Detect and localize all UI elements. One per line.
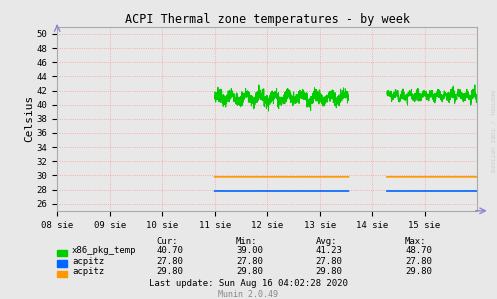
Text: 39.00: 39.00 (236, 246, 263, 255)
Text: 40.70: 40.70 (157, 246, 183, 255)
Text: 29.80: 29.80 (236, 267, 263, 276)
Text: Min:: Min: (236, 237, 257, 246)
Title: ACPI Thermal zone temperatures - by week: ACPI Thermal zone temperatures - by week (125, 13, 410, 26)
Y-axis label: Celsius: Celsius (24, 95, 34, 143)
Text: acpitz: acpitz (72, 257, 104, 266)
Text: Avg:: Avg: (316, 237, 337, 246)
Text: Max:: Max: (405, 237, 426, 246)
Text: 27.80: 27.80 (316, 257, 342, 266)
Text: 48.70: 48.70 (405, 246, 432, 255)
Text: 27.80: 27.80 (236, 257, 263, 266)
Text: RRDTOOL / TOBI OETIKER: RRDTOOL / TOBI OETIKER (490, 90, 495, 173)
Text: 29.80: 29.80 (405, 267, 432, 276)
Text: 29.80: 29.80 (157, 267, 183, 276)
Text: 41.23: 41.23 (316, 246, 342, 255)
Text: x86_pkg_temp: x86_pkg_temp (72, 246, 137, 255)
Text: acpitz: acpitz (72, 267, 104, 276)
Text: Munin 2.0.49: Munin 2.0.49 (219, 290, 278, 299)
Text: 27.80: 27.80 (405, 257, 432, 266)
Text: 29.80: 29.80 (316, 267, 342, 276)
Text: Cur:: Cur: (157, 237, 178, 246)
Text: Last update: Sun Aug 16 04:02:28 2020: Last update: Sun Aug 16 04:02:28 2020 (149, 280, 348, 289)
Text: 27.80: 27.80 (157, 257, 183, 266)
